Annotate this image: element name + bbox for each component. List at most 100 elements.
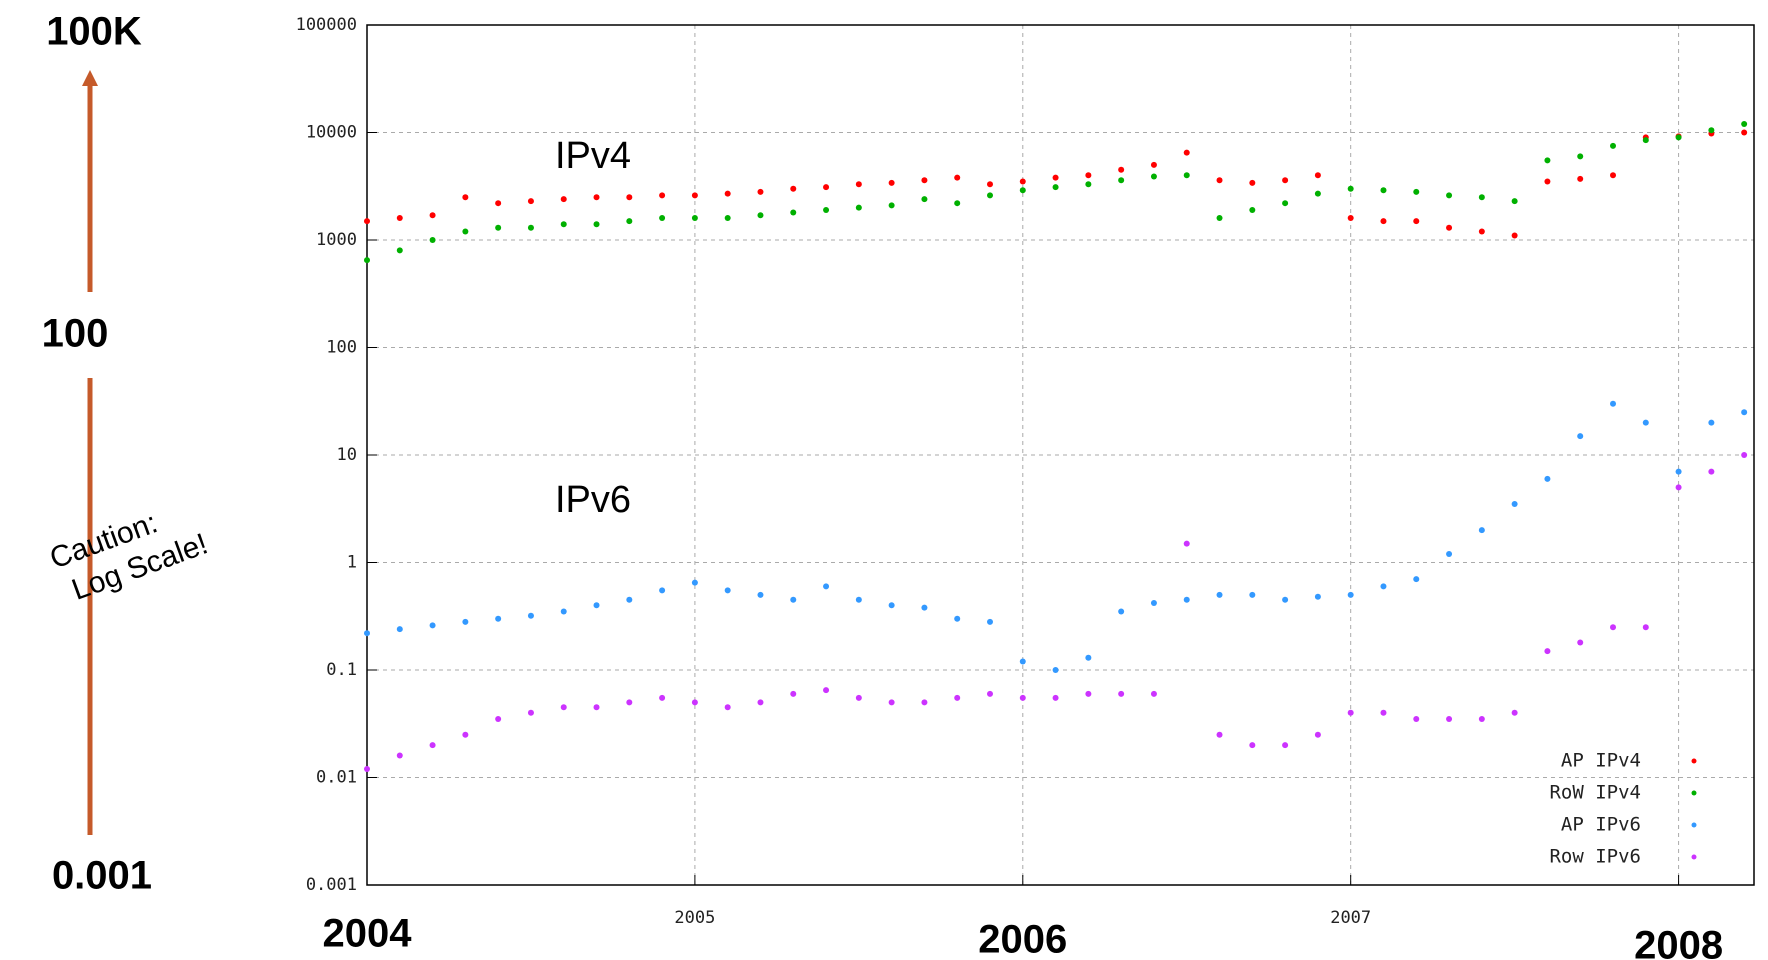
point	[1675, 134, 1682, 141]
point	[790, 209, 797, 216]
point	[1249, 207, 1256, 214]
point	[1150, 690, 1157, 697]
point	[1577, 433, 1584, 440]
legend-swatch	[1691, 758, 1697, 764]
point	[1019, 187, 1026, 194]
point	[364, 765, 370, 772]
point	[1183, 596, 1190, 603]
point	[888, 699, 895, 706]
point	[757, 699, 764, 706]
point	[757, 591, 764, 598]
point	[921, 196, 928, 203]
point	[1642, 624, 1649, 631]
y-tick-label: 10000	[306, 123, 357, 143]
point	[495, 200, 502, 207]
point	[1610, 400, 1617, 407]
x-tick-label: 2006	[978, 918, 1067, 960]
point	[691, 699, 698, 706]
point	[1282, 596, 1289, 603]
y-tick-label: 1	[347, 553, 357, 573]
point	[429, 237, 436, 243]
point	[954, 694, 961, 701]
point	[823, 583, 830, 590]
point	[1577, 639, 1584, 646]
y-tick-label: 100000	[296, 15, 357, 35]
point	[888, 202, 895, 209]
point	[724, 215, 731, 222]
point	[1544, 157, 1551, 164]
point	[1511, 198, 1518, 205]
point	[1085, 690, 1092, 697]
point	[1544, 648, 1551, 655]
point	[462, 194, 469, 201]
point	[1052, 184, 1059, 191]
point	[1708, 127, 1715, 134]
point	[527, 709, 534, 716]
y-tick-label: 0.01	[316, 768, 357, 788]
point	[823, 184, 830, 191]
point	[495, 224, 502, 231]
point	[790, 690, 797, 697]
point	[954, 200, 961, 207]
point	[1249, 179, 1256, 186]
point	[626, 218, 633, 225]
point	[560, 196, 567, 203]
point	[1741, 129, 1748, 136]
y-tick-label: 1000	[316, 230, 357, 250]
point	[626, 194, 633, 201]
point	[1249, 742, 1256, 749]
point	[1150, 161, 1157, 168]
point	[396, 215, 403, 222]
point	[659, 694, 666, 701]
point	[1249, 591, 1256, 598]
point	[1085, 654, 1092, 661]
point	[1118, 690, 1125, 697]
point	[1019, 658, 1026, 665]
point	[1282, 200, 1289, 207]
point	[1478, 527, 1485, 534]
point	[1413, 188, 1420, 195]
point	[593, 194, 600, 201]
point	[396, 247, 403, 254]
point	[1347, 591, 1354, 598]
point	[987, 192, 994, 199]
point	[1183, 540, 1190, 547]
y-tick-label: 0.001	[306, 875, 357, 895]
point	[1314, 731, 1321, 738]
annotation: 0.001	[52, 854, 152, 898]
point	[1708, 468, 1715, 475]
point	[1314, 172, 1321, 179]
point	[1577, 175, 1584, 182]
point	[954, 615, 961, 622]
annotation: IPv4	[555, 135, 631, 177]
point	[987, 618, 994, 625]
point	[527, 224, 534, 231]
point	[560, 704, 567, 711]
point	[724, 587, 731, 594]
point	[626, 699, 633, 706]
legend-swatch	[1691, 790, 1697, 796]
point	[1282, 742, 1289, 749]
point	[724, 704, 731, 711]
point	[1183, 172, 1190, 179]
point	[855, 694, 862, 701]
y-tick-label: 10	[337, 445, 357, 465]
point	[691, 192, 698, 199]
point	[757, 212, 764, 219]
point	[1380, 583, 1387, 590]
point	[855, 596, 862, 603]
y-tick-label: 0.1	[326, 660, 357, 680]
point	[1314, 593, 1321, 600]
point	[888, 179, 895, 186]
point	[560, 608, 567, 615]
point	[823, 207, 830, 214]
point	[855, 204, 862, 211]
x-tick-label: 2004	[323, 912, 413, 956]
y-tick-label: 100	[326, 338, 357, 358]
point	[1741, 120, 1748, 127]
point	[1478, 194, 1485, 201]
point	[1478, 228, 1485, 235]
point	[1052, 667, 1059, 673]
point	[364, 257, 370, 264]
